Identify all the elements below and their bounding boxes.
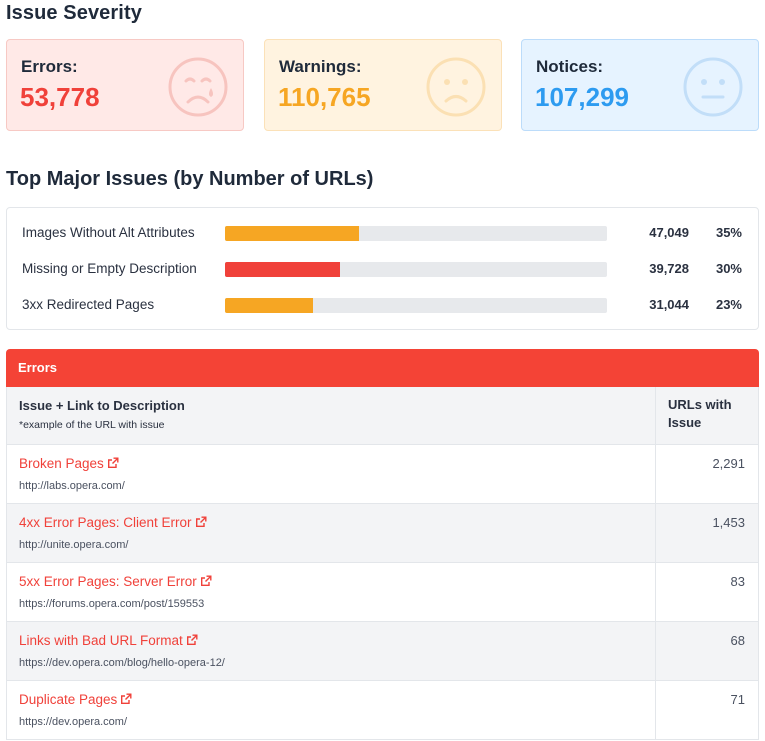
top-issue-name: Missing or Empty Description	[22, 261, 197, 276]
table-row: Broken Pages http://labs.opera.com/ 2,29…	[6, 445, 759, 504]
neutral-face-icon	[683, 57, 743, 117]
issue-link-label: 5xx Error Pages: Server Error	[19, 574, 197, 589]
top-issues-panel: Images Without Alt Attributes 47,049 35%…	[6, 207, 759, 330]
column-divider	[655, 681, 656, 739]
top-issue-count: 39,728	[649, 261, 689, 276]
top-issue-bar-fill	[225, 298, 313, 313]
top-issue-row[interactable]: Missing or Empty Description 39,728 30%	[7, 259, 758, 279]
top-issue-name: 3xx Redirected Pages	[22, 297, 155, 312]
url-count: 71	[730, 692, 745, 707]
issue-link[interactable]: Links with Bad URL Format	[19, 633, 198, 648]
notices-card-label: Notices:	[536, 57, 604, 76]
table-row: 5xx Error Pages: Server Error https://fo…	[6, 563, 759, 622]
issue-column-header: Issue + Link to Description	[19, 398, 185, 413]
example-url: https://forums.opera.com/post/159553	[19, 598, 205, 610]
issue-severity-heading: Issue Severity	[6, 2, 142, 24]
example-url: http://labs.opera.com/	[19, 480, 125, 492]
errors-table: Errors Issue + Link to Description *exam…	[6, 349, 759, 741]
external-link-icon	[200, 575, 212, 586]
url-count: 2,291	[712, 456, 745, 471]
errors-table-title: Errors	[6, 349, 759, 387]
top-issue-bar-track	[225, 298, 607, 313]
example-url: https://dev.opera.com/blog/hello-opera-1…	[19, 657, 225, 669]
external-link-icon	[195, 516, 207, 527]
top-issue-bar-track	[225, 226, 607, 241]
issue-link-label: Broken Pages	[19, 456, 104, 471]
issue-link[interactable]: Broken Pages	[19, 456, 119, 471]
top-issue-count: 47,049	[649, 225, 689, 240]
top-issue-percent: 30%	[715, 261, 742, 276]
issue-link[interactable]: 5xx Error Pages: Server Error	[19, 574, 212, 589]
top-issue-count: 31,044	[649, 297, 689, 312]
top-issue-row[interactable]: 3xx Redirected Pages 31,044 23%	[7, 295, 758, 315]
warnings-card[interactable]: Warnings: 110,765	[264, 39, 502, 131]
issue-link[interactable]: 4xx Error Pages: Client Error	[19, 515, 207, 530]
top-issue-row[interactable]: Images Without Alt Attributes 47,049 35%	[7, 223, 758, 243]
column-divider	[655, 445, 656, 503]
errors-card-label: Errors:	[21, 57, 78, 76]
url-count: 68	[730, 633, 745, 648]
top-issue-name: Images Without Alt Attributes	[22, 225, 195, 240]
issue-link-label: Links with Bad URL Format	[19, 633, 183, 648]
top-major-issues-heading: Top Major Issues (by Number of URLs)	[6, 168, 374, 190]
issue-column-subheader: *example of the URL with issue	[19, 419, 165, 431]
frowning-face-icon	[426, 57, 486, 117]
table-row: 4xx Error Pages: Client Error http://uni…	[6, 504, 759, 563]
external-link-icon	[186, 634, 198, 645]
external-link-icon	[121, 693, 132, 704]
table-row: Duplicate Pages https://dev.opera.com/ 7…	[6, 681, 759, 740]
urls-column-header: URLs with Issue	[668, 397, 732, 430]
issue-link-label: 4xx Error Pages: Client Error	[19, 515, 192, 530]
column-divider	[655, 563, 656, 621]
url-count: 83	[730, 574, 745, 589]
errors-card-value: 53,778	[20, 82, 100, 112]
column-divider	[655, 504, 656, 562]
warnings-card-value: 110,765	[278, 82, 371, 112]
warnings-card-label: Warnings:	[279, 57, 362, 76]
notices-card-value: 107,299	[535, 82, 629, 112]
example-url: http://unite.opera.com/	[19, 539, 129, 551]
top-issue-bar-track	[225, 262, 607, 277]
sad-crying-face-icon	[168, 57, 228, 117]
notices-card[interactable]: Notices: 107,299	[521, 39, 759, 131]
url-count: 1,453	[712, 515, 745, 530]
top-issue-percent: 23%	[715, 297, 742, 312]
top-issue-percent: 35%	[715, 225, 742, 240]
external-link-icon	[107, 457, 119, 468]
top-issue-bar-fill	[225, 262, 340, 277]
column-divider	[655, 387, 656, 444]
column-divider	[655, 622, 656, 680]
top-issue-bar-fill	[225, 226, 359, 241]
errors-card[interactable]: Errors: 53,778	[6, 39, 244, 131]
example-url: https://dev.opera.com/	[19, 716, 128, 728]
issue-link[interactable]: Duplicate Pages	[19, 692, 132, 707]
errors-table-header: Issue + Link to Description *example of …	[6, 387, 759, 445]
table-row: Links with Bad URL Format https://dev.op…	[6, 622, 759, 681]
issue-link-label: Duplicate Pages	[19, 692, 118, 707]
